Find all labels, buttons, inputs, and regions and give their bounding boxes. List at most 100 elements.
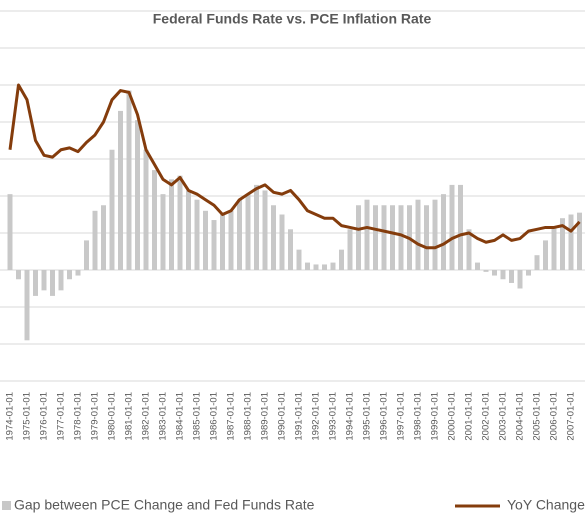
x-tick-label: 2001-01-01 [464, 392, 475, 441]
x-tick-label: 2004-01-01 [515, 392, 526, 441]
x-tick-label: 1986-01-01 [209, 392, 220, 441]
x-tick-label: 1989-01-01 [260, 392, 271, 441]
bar [534, 255, 540, 270]
bar [288, 229, 293, 270]
x-tick-label: 1988-01-01 [243, 392, 254, 441]
chart-title: Federal Funds Rate vs. PCE Inflation Rat… [153, 11, 432, 27]
x-tick-label: 1992-01-01 [311, 392, 322, 441]
bar [398, 205, 404, 270]
bar [262, 190, 268, 270]
bar [50, 270, 55, 296]
bar [228, 210, 234, 270]
x-tick-label: 1993-01-01 [328, 392, 339, 441]
x-tick-label: 1991-01-01 [294, 392, 305, 441]
bar [390, 205, 395, 270]
bar [509, 270, 514, 283]
x-tick-label: 1974-01-01 [5, 392, 16, 441]
bar [441, 194, 446, 270]
bar [169, 179, 174, 270]
bar [543, 240, 548, 270]
bar [194, 199, 200, 270]
x-tick-label: 1994-01-01 [345, 392, 356, 441]
x-tick-label: 1978-01-01 [73, 392, 84, 441]
x-tick-label: 2002-01-01 [481, 392, 492, 441]
bar [186, 190, 191, 270]
bar [492, 270, 497, 276]
bar [16, 270, 21, 280]
bar [415, 199, 421, 270]
x-tick-label: 1975-01-01 [22, 392, 33, 441]
x-tick-label: 1995-01-01 [362, 392, 373, 441]
bar [254, 184, 259, 270]
bar [118, 110, 123, 271]
x-tick-label: 1996-01-01 [379, 392, 390, 441]
bar [560, 218, 565, 270]
legend-label: Gap between PCE Change and Fed Funds Rat… [14, 497, 315, 513]
bar [203, 210, 208, 270]
x-tick-label: 1981-01-01 [124, 392, 135, 441]
bar [568, 214, 574, 270]
bar [381, 205, 387, 270]
x-tick-label: 1985-01-01 [192, 392, 203, 441]
bar [220, 214, 225, 270]
legend-label: YoY Change In PCE Index [507, 497, 585, 513]
bar [24, 270, 30, 341]
bar [41, 270, 47, 291]
x-tick-label: 2007-01-01 [566, 392, 577, 441]
bar [526, 270, 531, 276]
bar [67, 270, 72, 280]
x-tick-label: 1998-01-01 [413, 392, 424, 441]
bar [500, 270, 506, 280]
bar [356, 205, 361, 270]
bar [237, 199, 242, 270]
bar [449, 184, 455, 270]
bar [109, 149, 115, 270]
x-tick-label: 1983-01-01 [158, 392, 169, 441]
x-tick-label: 1997-01-01 [396, 392, 407, 441]
x-tick-label: 1979-01-01 [90, 392, 101, 441]
bar [152, 170, 157, 270]
bar [75, 270, 81, 276]
bar [466, 229, 472, 270]
bar [313, 264, 319, 270]
bar [305, 262, 310, 270]
bar [211, 220, 217, 270]
x-tick-label: 2005-01-01 [532, 392, 543, 441]
bar [551, 227, 557, 270]
x-tick-label: 2000-01-01 [447, 392, 458, 441]
bar [177, 175, 183, 270]
x-tick-label: 1990-01-01 [277, 392, 288, 441]
bar [7, 194, 13, 270]
x-tick-label: 2003-01-01 [498, 392, 509, 441]
bar [364, 199, 370, 270]
x-tick-label: 1977-01-01 [56, 392, 67, 441]
bar [143, 149, 149, 270]
bar [101, 205, 106, 270]
bar [577, 212, 582, 270]
bar [330, 262, 336, 270]
bar [347, 229, 353, 270]
bar [271, 205, 276, 270]
bar [517, 270, 523, 289]
bar [135, 120, 140, 271]
bar [432, 199, 438, 270]
bar [458, 184, 463, 270]
bar [92, 210, 98, 270]
bar [475, 262, 480, 270]
bar [424, 205, 429, 270]
bar [483, 270, 489, 272]
bar [373, 205, 378, 270]
legend-swatch [2, 501, 11, 510]
x-tick-label: 1999-01-01 [430, 392, 441, 441]
x-tick-label: 1987-01-01 [226, 392, 237, 441]
bar [126, 90, 132, 270]
line [8, 83, 581, 250]
x-tick-label: 1980-01-01 [107, 392, 118, 441]
bar [160, 194, 166, 270]
bar [339, 249, 344, 270]
bar [322, 264, 327, 270]
bar [245, 194, 251, 270]
x-tick-label: 1982-01-01 [141, 392, 152, 441]
